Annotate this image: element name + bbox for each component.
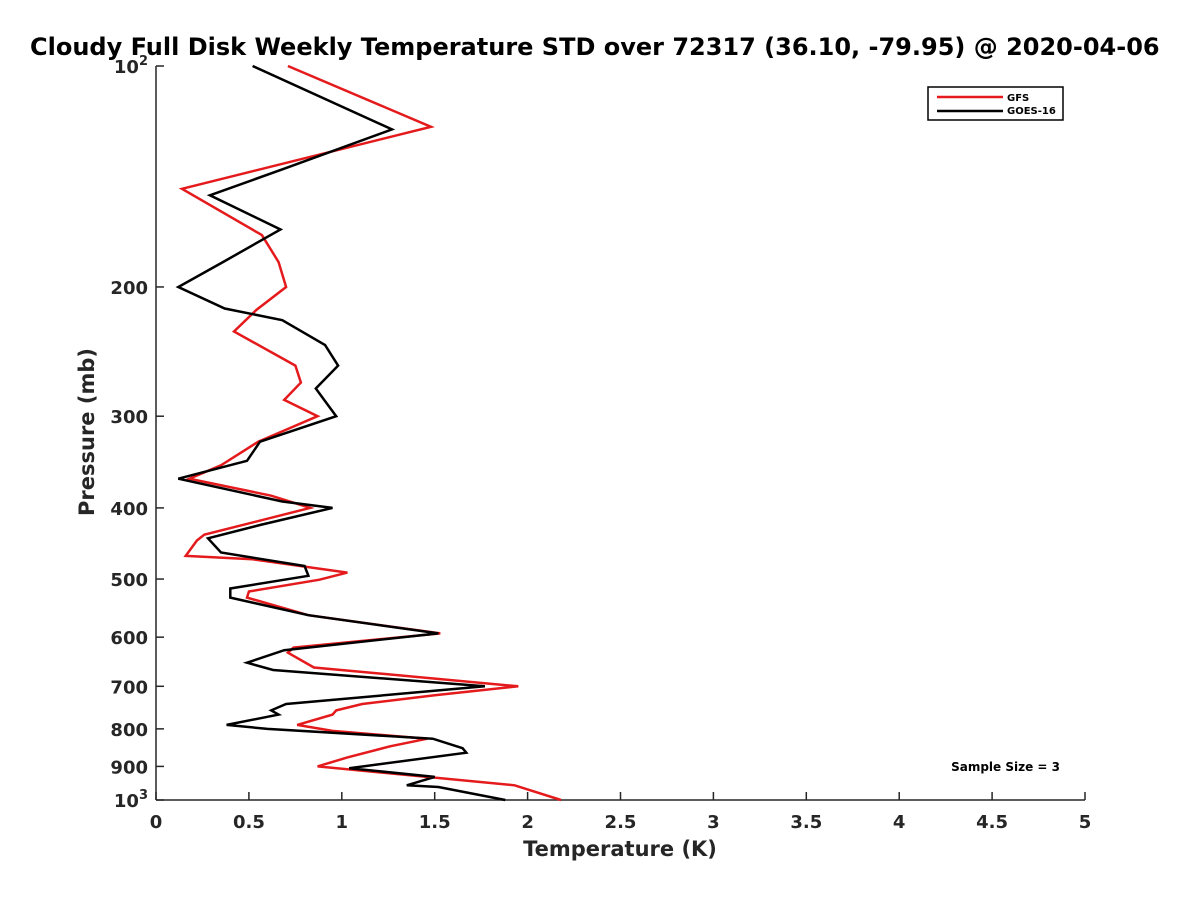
y-tick-label: 103 (114, 788, 148, 812)
y-tick-label: 102 (114, 54, 148, 78)
y-tick-label: 200 (110, 278, 148, 299)
y-tick-label: 300 (110, 407, 148, 428)
x-tick-label: 5 (1079, 812, 1092, 833)
x-tick-label: 2 (521, 812, 534, 833)
y-tick-label: 400 (110, 499, 148, 520)
legend-box (927, 86, 1064, 121)
x-tick-label: 1.5 (419, 812, 451, 833)
x-tick-label: 0.5 (233, 812, 265, 833)
x-tick-label: 4 (893, 812, 906, 833)
y-axis-label: Pressure (mb) (75, 348, 99, 516)
legend-label-gfs: GFS (1007, 93, 1029, 104)
y-tick-label: 900 (110, 757, 148, 778)
axes: 0 0.5 1 1.5 2 2.5 3 3.5 4 4.5 5 102 200 300 400 500 600 7… (110, 54, 1091, 833)
y-tick-label: 800 (110, 720, 148, 741)
sample-size-note: Sample Size = 3 (951, 760, 1060, 774)
series-line-gfs (178, 64, 562, 802)
chart-title: Cloudy Full Disk Weekly Temperature STD … (30, 33, 1160, 61)
y-tick-label: 600 (110, 628, 148, 649)
y-tick-label: 700 (110, 677, 148, 698)
x-tick-label: 3.5 (790, 812, 822, 833)
legend: GFS GOES-16 (927, 86, 1064, 121)
series-layer (175, 64, 562, 802)
x-tick-label: 1 (336, 812, 349, 833)
x-tick-label: 4.5 (976, 812, 1008, 833)
x-tick-label: 0 (150, 812, 163, 833)
x-tick-label: 3 (707, 812, 720, 833)
legend-label-goes16: GOES-16 (1007, 106, 1056, 117)
x-axis-label: Temperature (K) (523, 837, 717, 861)
series-line-goes16 (175, 64, 506, 802)
x-tick-label: 2.5 (605, 812, 637, 833)
y-tick-label: 500 (110, 570, 148, 591)
